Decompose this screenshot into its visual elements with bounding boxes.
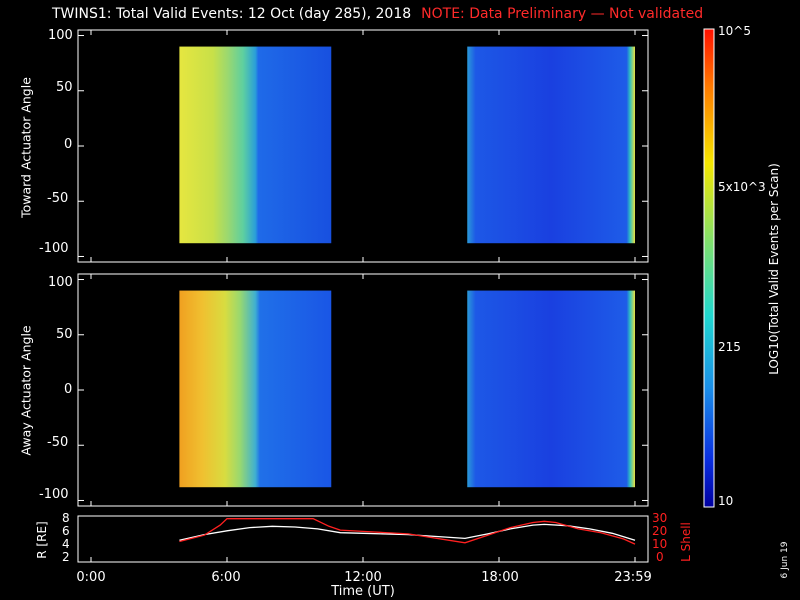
tick-label: 6:00 xyxy=(211,570,241,585)
heatmap-block xyxy=(179,290,332,488)
tick-label: 0:00 xyxy=(76,570,106,585)
heatmap-block xyxy=(179,46,332,244)
toward-ylabel: Toward Actuator Angle xyxy=(18,77,34,218)
tick-label: 10 xyxy=(652,537,668,551)
x-axis-label: Time (UT) xyxy=(331,584,395,599)
chart-title: TWINS1: Total Valid Events: 12 Oct (day … xyxy=(52,6,703,22)
orbit-panel-frame xyxy=(77,515,649,563)
tick-label: 100 xyxy=(48,275,73,290)
away-ylabel: Away Actuator Angle xyxy=(18,325,34,456)
title-text: TWINS1: Total Valid Events: 12 Oct (day … xyxy=(52,6,412,22)
colorbar-tick-label: 5x10^3 xyxy=(718,180,766,194)
tick-label: -50 xyxy=(47,435,69,450)
lshell-series-line xyxy=(179,518,636,545)
tick-label: 50 xyxy=(56,80,73,95)
lshell-ylabel: L Shell xyxy=(679,522,693,562)
date-stamp: 6 Jun 19 xyxy=(780,541,790,579)
tick-label: 0 xyxy=(64,137,73,152)
note-text: NOTE: Data Preliminary — Not validated xyxy=(421,6,704,22)
tick-label: 8 xyxy=(62,511,70,525)
tick-label: -50 xyxy=(47,191,69,206)
tick-label: 20 xyxy=(652,524,668,538)
tick-label: 23:59 xyxy=(614,570,652,585)
colorbar-tick-label: 10^5 xyxy=(718,24,751,38)
tick-label: 4 xyxy=(62,537,70,551)
colorbar-label: LOG10(Total Valid Events per Scan) xyxy=(767,163,781,375)
tick-label: -100 xyxy=(39,241,69,256)
tick-label: 100 xyxy=(48,28,73,43)
heatmap-block xyxy=(467,290,635,488)
colorbar-tick-label: 215 xyxy=(718,340,741,354)
tick-label: 18:00 xyxy=(481,570,519,585)
tick-label: 0 xyxy=(656,550,664,564)
colorbar xyxy=(703,28,715,508)
tick-label: 6 xyxy=(62,524,70,538)
tick-label: 2 xyxy=(62,550,70,564)
colorbar-tick-label: 10 xyxy=(718,494,734,508)
tick-label: 30 xyxy=(652,511,668,525)
orbit-ylabel: R [RE] xyxy=(35,521,49,559)
tick-label: 0 xyxy=(64,382,73,397)
tick-label: 12:00 xyxy=(344,570,382,585)
r-series-line xyxy=(179,523,636,541)
tick-label: -100 xyxy=(39,487,69,502)
heatmap-block xyxy=(467,46,635,244)
tick-label: 50 xyxy=(56,327,73,342)
